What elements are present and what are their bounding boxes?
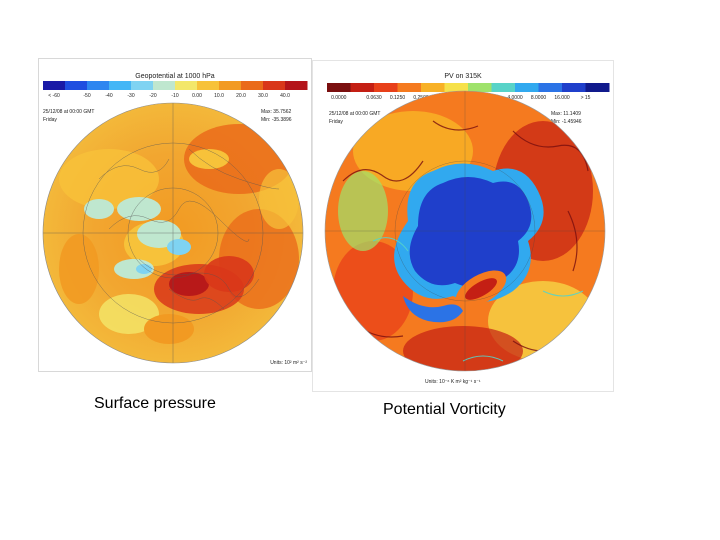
geopotential-colorbar-tick-label: 10.0 [214,93,224,99]
day-label: Friday [329,119,343,125]
geopotential-colorbar-swatch [65,81,88,90]
pv-colorbar-swatch [538,83,563,92]
geopotential-colorbar-swatch [87,81,110,90]
geopotential-colorbar-swatch [219,81,242,90]
geopotential-colorbar-tick-label: 30.0 [258,93,268,99]
pv-colorbar-swatch [515,83,539,92]
geopotential-colorbar-tick-label: -40 [105,93,112,99]
geopotential-colorbar-tick-label: 0.00 [192,93,202,99]
pv-colorbar-tick-label: 0.0000 [331,95,347,101]
geopotential-colorbar-tick-label: 20.0 [236,93,246,99]
min-label: Min: -1.45946 [551,119,582,125]
units-label: Units: 10⁻⁶ K m² kg⁻¹ s⁻¹ [425,379,481,385]
pv-colorbar-swatch [327,83,351,92]
day-label: Friday [43,117,57,123]
geopotential-colorbar-swatch [153,81,176,90]
pv-colorbar-tick-label: 16.000 [554,95,570,101]
pv-colorbar-swatch [562,83,586,92]
pv-colorbar-swatch [421,83,445,92]
pv-field [325,91,605,371]
pv-colorbar-tick-label: 4.0000 [507,95,523,101]
geopotential-colorbar-swatch [241,81,264,90]
pv-map-figure: PV on 315K 0.00000.06300.12500.25000.500… [324,73,610,385]
geopotential-colorbar-swatch [197,81,220,90]
date-label: 25/12/08 at 00:00 GMT [43,109,94,115]
colorbar [43,81,308,90]
min-label: Min: -35.3896 [261,117,292,123]
geopotential-colorbar-tick-label: 40.0 [280,93,290,99]
pv-colorbar-swatch [350,83,375,92]
colorbar-ticks: < -60 -50 -40 -30 -20 -10 0.00 10.0 20.0 30.0 40.0 [48,93,290,99]
geopotential-colorbar-swatch [175,81,198,90]
geopotential-colorbar-tick-label: -20 [149,93,156,99]
pv-colorbar-tick-label: > 15 [581,95,591,101]
pv-colorbar-swatch [468,83,492,92]
geopotential-colorbar-tick-label: < -60 [48,93,60,99]
caption-potential-vorticity: Potential Vorticity [383,401,506,418]
geopotential-colorbar-swatch [131,81,154,90]
geopotential-colorbar-tick-label: -10 [171,93,178,99]
pv-colorbar-swatch [374,83,398,92]
geopotential-map-panel: Geopotential at 1000 hPa < -60 -50 -40 -30 -… [38,58,312,372]
pv-colorbar-swatch [585,83,610,92]
pv-colorbar-tick-label: 8.0000 [531,95,547,101]
colorbar-title: Geopotential at 1000 hPa [135,73,215,80]
geopotential-colorbar-tick-label: -30 [127,93,134,99]
date-label: 25/12/08 at 00:00 GMT [329,111,380,117]
max-label: Max: 35.7562 [261,109,292,115]
pv-colorbar-swatch [444,83,469,92]
pv-map-panel: PV on 315K 0.00000.06300.12500.25000.500… [312,60,614,392]
pv-colorbar-tick-label: 0.0630 [366,95,382,101]
caption-surface-pressure: Surface pressure [94,395,216,412]
pv-colorbar-tick-label: 0.1250 [390,95,406,101]
map-boundary [324,90,606,372]
map-boundary [42,102,304,364]
units-label: Units: 10² m² s⁻² [270,360,307,366]
pv-colorbar-swatch [397,83,422,92]
max-label: Max: 11.1409 [551,111,581,117]
pv-colorbar-swatch [491,83,516,92]
geopotential-map-figure: Geopotential at 1000 hPa < -60 -50 -40 -30 -… [42,73,308,366]
geopotential-colorbar-swatch [109,81,132,90]
colorbar [327,83,610,92]
geopotential-colorbar-tick-label: -50 [83,93,90,99]
geopotential-colorbar-swatch [285,81,308,90]
colorbar-title: PV on 315K [444,73,482,80]
geopotential-field [43,103,303,363]
geopotential-colorbar-swatch [43,81,66,90]
geopotential-colorbar-swatch [263,81,286,90]
